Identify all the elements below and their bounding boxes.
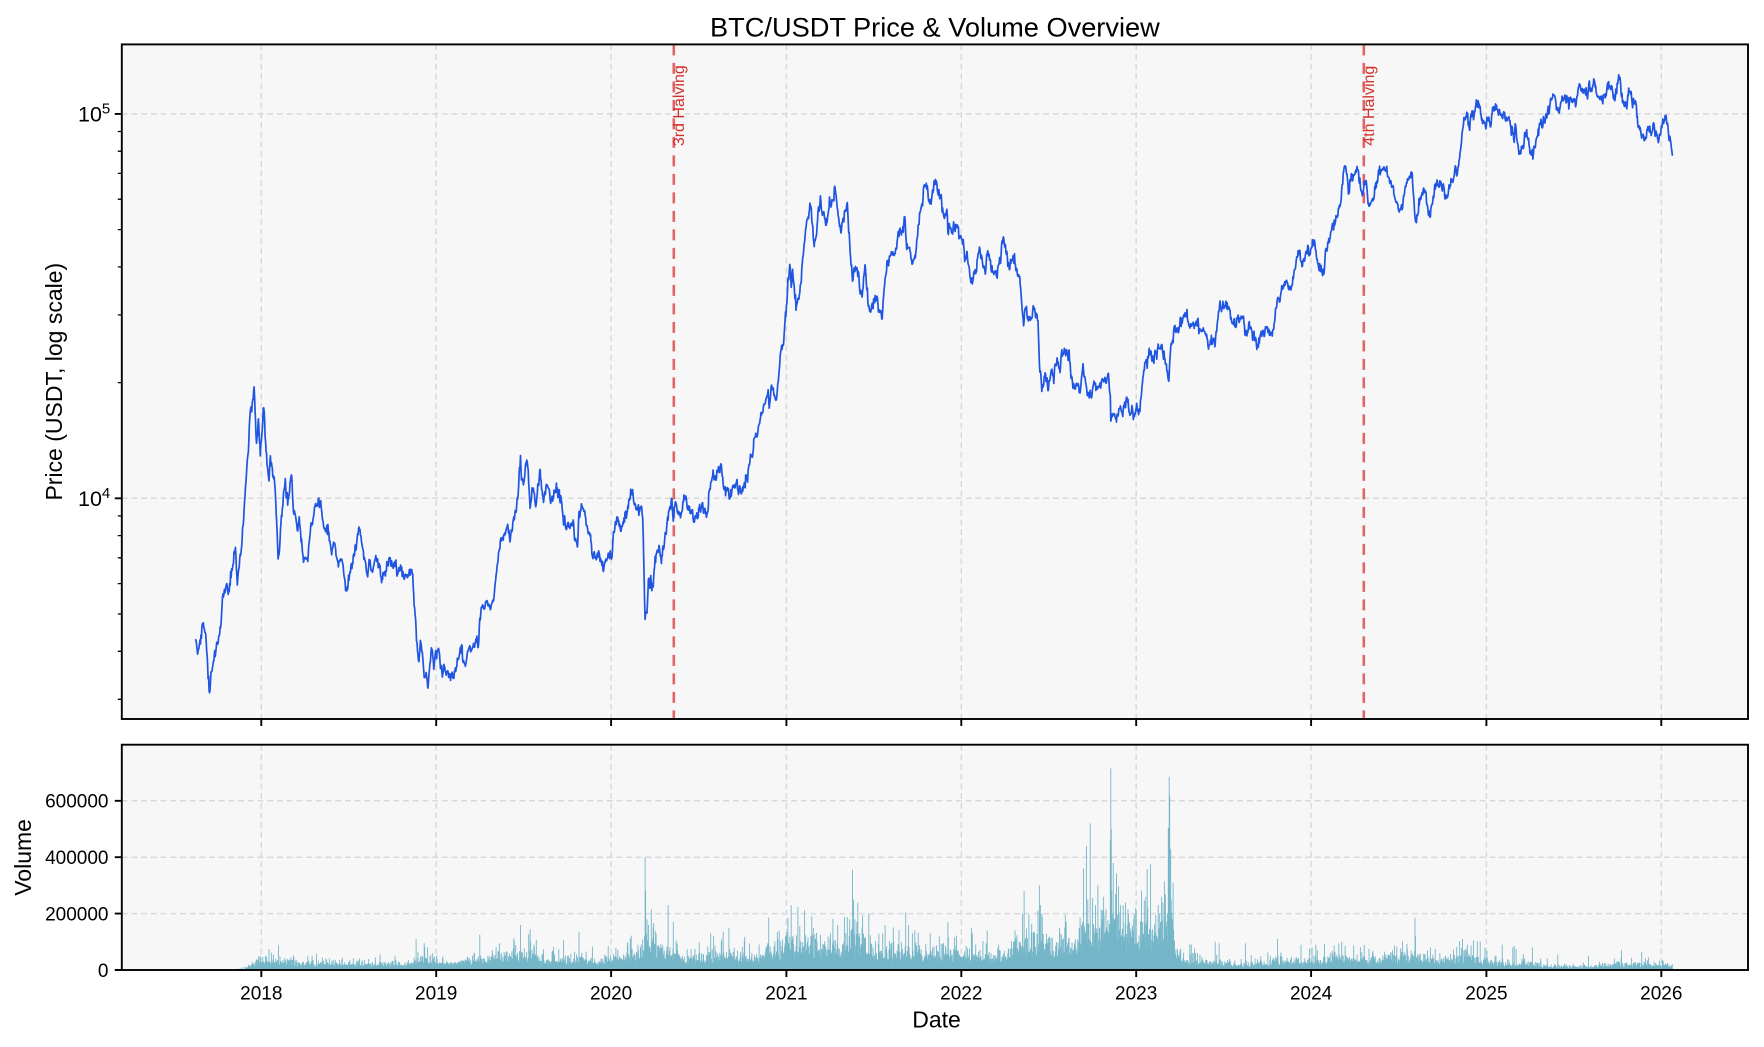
svg-text:600000: 600000 bbox=[45, 792, 108, 813]
svg-text:2020: 2020 bbox=[590, 983, 632, 1004]
svg-text:Price (USDT, log scale): Price (USDT, log scale) bbox=[41, 263, 67, 501]
svg-text:4th Halving: 4th Halving bbox=[1361, 66, 1378, 146]
svg-text:200000: 200000 bbox=[45, 904, 108, 925]
svg-text:2019: 2019 bbox=[415, 983, 457, 1004]
svg-text:2023: 2023 bbox=[1115, 983, 1157, 1004]
svg-text:2024: 2024 bbox=[1290, 983, 1333, 1004]
svg-text:3rd Halving: 3rd Halving bbox=[671, 65, 688, 146]
svg-text:0: 0 bbox=[98, 961, 109, 982]
svg-text:2026: 2026 bbox=[1640, 983, 1682, 1004]
svg-text:Volume: Volume bbox=[10, 819, 36, 896]
svg-text:Date: Date bbox=[912, 1007, 961, 1033]
svg-text:BTC/USDT Price & Volume Overvi: BTC/USDT Price & Volume Overview bbox=[710, 12, 1160, 43]
svg-text:2021: 2021 bbox=[765, 983, 807, 1004]
svg-text:2018: 2018 bbox=[240, 983, 282, 1004]
svg-text:2022: 2022 bbox=[940, 983, 982, 1004]
svg-text:2025: 2025 bbox=[1465, 983, 1507, 1004]
svg-text:400000: 400000 bbox=[45, 848, 108, 869]
